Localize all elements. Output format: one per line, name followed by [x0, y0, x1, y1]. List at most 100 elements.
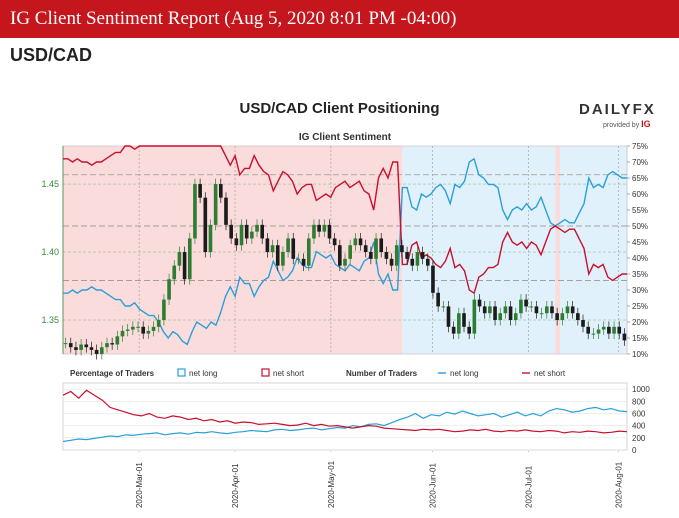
candle-body: [441, 306, 446, 308]
candle-body: [301, 258, 306, 266]
sentiment-zone: [402, 146, 408, 354]
sentiment-zone: [220, 146, 227, 354]
sentiment-zone: [607, 146, 614, 354]
bottom-plot-frame: [62, 382, 628, 451]
sentiment-zone: [478, 146, 485, 354]
candle-body: [219, 184, 223, 198]
candle-body: [415, 252, 420, 266]
count-tick-label: 800: [632, 397, 646, 406]
candle-body: [405, 252, 409, 259]
logo-ig: IG: [641, 119, 651, 129]
candle-body: [565, 306, 570, 314]
candle-body: [63, 343, 68, 345]
candle-body: [322, 224, 327, 232]
candle-body: [198, 184, 202, 198]
candle-body: [591, 333, 596, 335]
candle-body: [244, 224, 249, 239]
sentiment-zone: [450, 146, 456, 354]
candle-body: [451, 326, 456, 334]
sentiment-zone: [488, 146, 494, 354]
candle-body: [74, 347, 78, 350]
count-tick-label: 0: [632, 446, 637, 455]
legend-count-net-long-label: net long: [450, 369, 478, 378]
candle-body: [224, 197, 228, 225]
candle-body: [348, 245, 352, 259]
candle-body: [482, 306, 487, 314]
candle-body: [162, 299, 166, 321]
candle-body: [400, 245, 404, 253]
candle-body: [79, 344, 83, 350]
candle-body: [379, 238, 384, 253]
sentiment-zone: [63, 146, 69, 354]
candle-body: [503, 306, 508, 314]
candle-body: [187, 238, 192, 280]
pct-tick-label: 60%: [632, 190, 648, 199]
sentiment-zone: [239, 146, 246, 354]
candle-body: [394, 245, 399, 266]
pct-tick-label: 35%: [632, 270, 648, 279]
sentiment-zone: [82, 146, 88, 354]
pct-tick-label: 15%: [632, 334, 648, 343]
count-tick-label: 1000: [632, 385, 650, 394]
candle-body: [519, 299, 523, 314]
sentiment-zone: [512, 146, 518, 354]
sentiment-zone: [134, 146, 141, 354]
sentiment-zone: [258, 146, 265, 354]
sentiment-zone: [230, 146, 236, 354]
sentiment-zone: [474, 146, 480, 354]
candle-body: [596, 329, 601, 334]
sentiment-zone: [612, 146, 619, 354]
sentiment-zone: [598, 146, 604, 354]
sentiment-zone: [588, 146, 595, 354]
sentiment-zone: [407, 146, 413, 354]
x-axis-tick-label: 2020-Apr-01: [231, 463, 240, 508]
sentiment-zone: [125, 146, 131, 354]
sentiment-zone: [340, 146, 346, 354]
candle-body: [586, 326, 591, 334]
candle-body: [539, 313, 544, 315]
sentiment-zone: [192, 146, 198, 354]
legend-number-title: Number of Traders: [346, 369, 418, 378]
logo-wordmark: DAILYFX: [579, 101, 656, 118]
sentiment-zone: [139, 146, 145, 354]
candle-body: [446, 306, 451, 327]
chart-subtitle: IG Client Sentiment: [299, 132, 392, 143]
candle-body: [151, 326, 156, 331]
candle-body: [338, 245, 342, 266]
candle-body: [327, 224, 332, 239]
candle-body: [529, 306, 534, 308]
sentiment-zone: [521, 146, 528, 354]
sentiment-zone: [311, 146, 317, 354]
candle-body: [524, 299, 528, 307]
x-axis-tick-label: 2020-Aug-01: [615, 461, 624, 508]
sentiment-zone: [579, 146, 585, 354]
sentiment-zone: [244, 146, 251, 354]
sentiment-zone: [349, 146, 356, 354]
sentiment-zone: [96, 146, 102, 354]
candle-body: [498, 313, 503, 321]
sentiment-zone: [77, 146, 83, 354]
candle-body: [420, 252, 425, 259]
pct-tick-label: 40%: [632, 254, 648, 263]
pct-tick-label: 20%: [632, 318, 648, 327]
sentiment-zone: [583, 146, 590, 354]
candle-body: [306, 238, 311, 266]
sentiment-zone: [120, 146, 126, 354]
candle-body: [472, 299, 477, 334]
sentiment-zone: [531, 146, 537, 354]
candle-body: [363, 245, 368, 253]
price-tick-label: 1.40: [41, 247, 59, 257]
candle-body: [229, 224, 233, 239]
candle-body: [513, 313, 518, 321]
sentiment-zone: [603, 146, 609, 354]
sentiment-zone: [540, 146, 547, 354]
report-banner: IG Client Sentiment Report (Aug 5, 2020 …: [0, 0, 679, 38]
candle-body: [105, 343, 109, 348]
candle-body: [581, 320, 585, 327]
candle-body: [281, 252, 285, 266]
candle-body: [488, 306, 492, 314]
candle-body: [156, 320, 161, 327]
sentiment-zone: [158, 146, 164, 354]
dailyfx-logo: DAILYFX provided by IG: [579, 101, 659, 129]
pct-tick-label: 30%: [632, 286, 648, 295]
